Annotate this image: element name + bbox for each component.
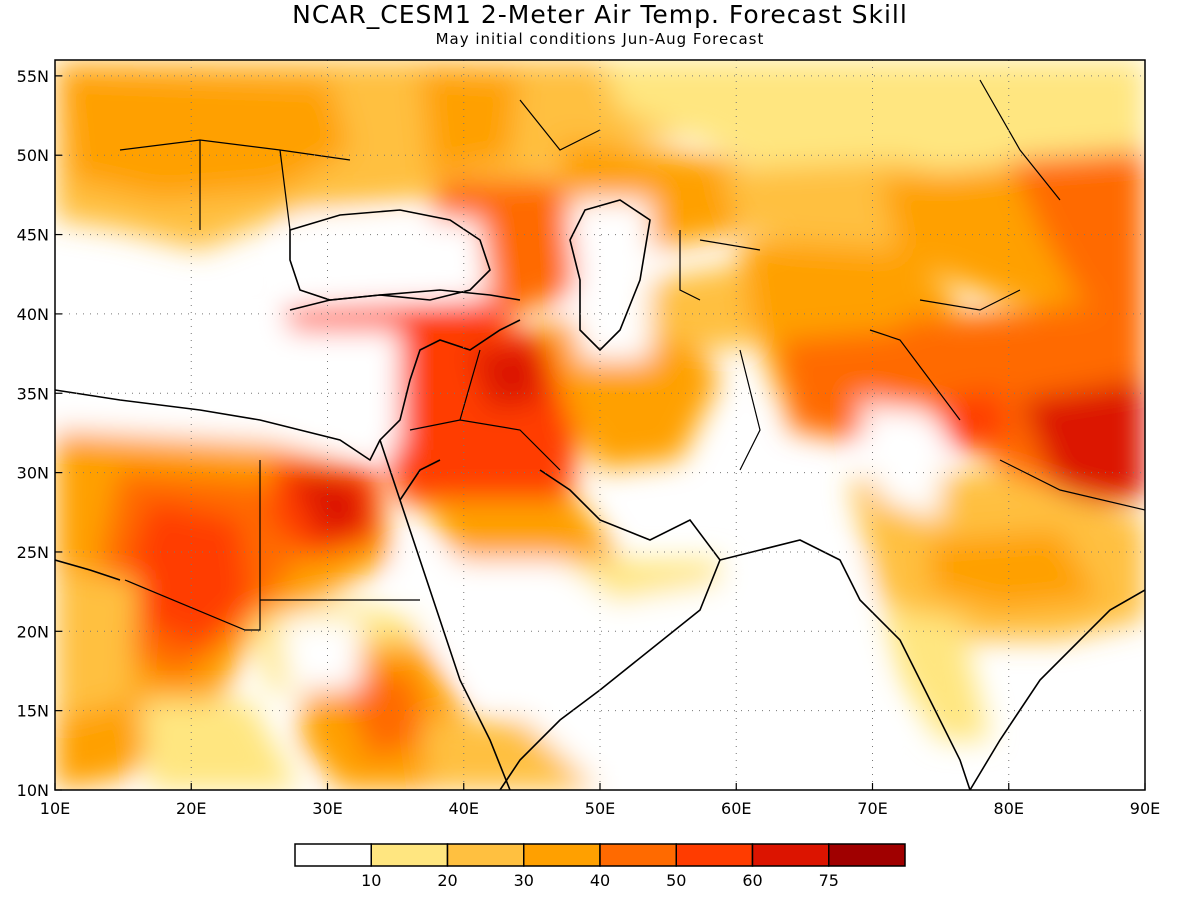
colorbar-swatch [751, 843, 830, 867]
map-subtitle: May initial conditions Jun-Aug Forecast [435, 30, 765, 48]
colorbar-swatch [599, 843, 677, 867]
lon-tick-label: 90E [1130, 799, 1160, 818]
lat-tick-label: 10N [17, 781, 49, 800]
lon-tick-label: 60E [721, 799, 751, 818]
colorbar-swatch [294, 843, 372, 867]
colorbar-swatch [828, 843, 906, 867]
colorbar-swatch [675, 843, 754, 867]
lat-tick-label: 45N [17, 226, 49, 245]
latitude-axis: 10N 15N 20N 25N 30N 35N 40N 45N 50N 55N [17, 67, 49, 800]
longitude-axis: 10E 20E 30E 40E 50E 60E 70E 80E 90E [40, 799, 1160, 818]
lon-tick-label: 80E [994, 799, 1024, 818]
graticule [54, 60, 1146, 791]
country-borders [119, 79, 1145, 631]
lat-tick-label: 25N [17, 543, 49, 562]
lat-tick-label: 30N [17, 464, 49, 483]
map-title: NCAR_CESM1 2-Meter Air Temp. Forecast Sk… [292, 0, 908, 29]
lat-tick-label: 35N [17, 384, 49, 403]
lat-tick-label: 20N [17, 622, 49, 641]
colorbar-label: 30 [514, 871, 534, 890]
colorbar-label: 20 [437, 871, 457, 890]
lon-tick-label: 40E [449, 799, 479, 818]
lat-tick-label: 55N [17, 67, 49, 86]
lat-tick-label: 15N [17, 702, 49, 721]
colorbar: 10 20 30 40 50 60 75 [294, 843, 906, 890]
colorbar-swatch [523, 843, 601, 867]
lat-tick-label: 50N [17, 146, 49, 165]
colorbar-label: 75 [819, 871, 839, 890]
colorbar-label: 40 [590, 871, 610, 890]
colorbar-swatch [446, 843, 525, 867]
colorbar-label: 60 [742, 871, 762, 890]
colorbar-label: 10 [361, 871, 381, 890]
map-frame [54, 59, 1146, 791]
colorbar-label: 50 [666, 871, 686, 890]
lon-tick-label: 50E [585, 799, 615, 818]
lat-tick-label: 40N [17, 305, 49, 324]
colorbar-swatch [370, 843, 449, 867]
coastlines [55, 199, 1145, 790]
lon-tick-label: 10E [40, 799, 70, 818]
lon-tick-label: 20E [176, 799, 206, 818]
lon-tick-label: 30E [312, 799, 342, 818]
lon-tick-label: 70E [857, 799, 887, 818]
